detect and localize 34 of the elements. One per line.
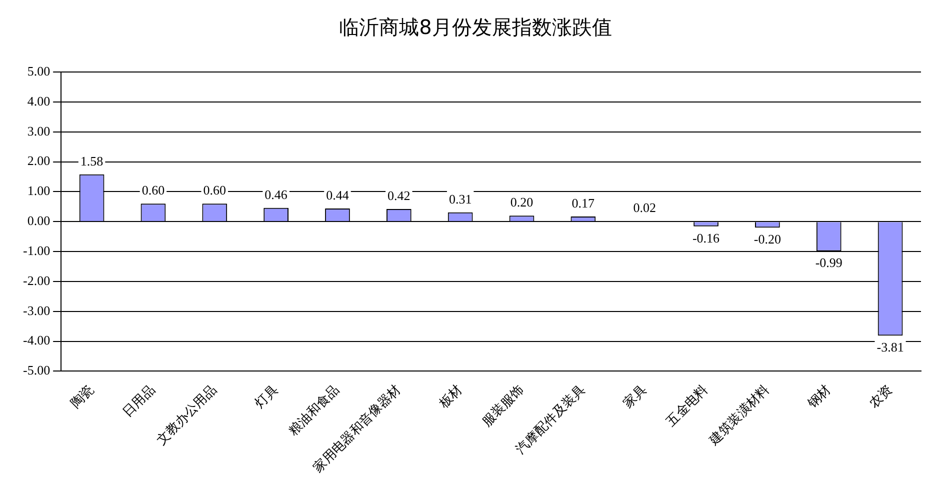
data-label: 0.44 [326,187,350,202]
y-tick-label: -3.00 [22,302,50,318]
data-label: -0.99 [815,255,842,270]
data-label: 0.42 [388,188,410,203]
data-label: -3.81 [876,340,904,355]
y-tick-label: -5.00 [22,362,50,378]
data-label: 0.46 [264,186,288,202]
chart-title: 临沂商城8月份发展指数涨跌值 [338,14,613,41]
x-tick-label: 日用品 [120,382,158,421]
data-label: -0.20 [754,232,781,247]
y-tick-label: 4.00 [27,93,50,108]
x-tick-label: 家具 [620,382,650,412]
data-label: 1.58 [80,153,104,168]
y-tick-label: 5.00 [27,63,50,78]
data-label: 0.20 [510,194,534,210]
x-tick-label: 钢材 [804,382,834,412]
y-tick-label: 2.00 [27,153,50,168]
y-tick-label: -4.00 [22,332,50,348]
y-tick-label: 1.00 [27,183,50,198]
x-tick-label: 灯具 [252,382,282,412]
data-label: 0.60 [203,182,226,198]
y-tick-label: 3.00 [27,123,50,138]
x-tick-label: 陶瓷 [68,382,98,412]
data-label: 0.60 [142,182,165,198]
data-label: 0.17 [572,195,596,210]
x-tick-label: 板材 [436,382,466,412]
data-label: -0.16 [692,230,720,246]
y-tick-label: -2.00 [22,272,50,288]
y-tick-label: -1.00 [22,242,50,258]
y-tick-label: 0.00 [27,213,50,228]
x-tick-label: 农资 [866,382,896,412]
data-label: 0.02 [633,200,656,215]
data-label: 0.31 [448,191,472,206]
x-tick-label: 服装服饰 [480,382,527,430]
